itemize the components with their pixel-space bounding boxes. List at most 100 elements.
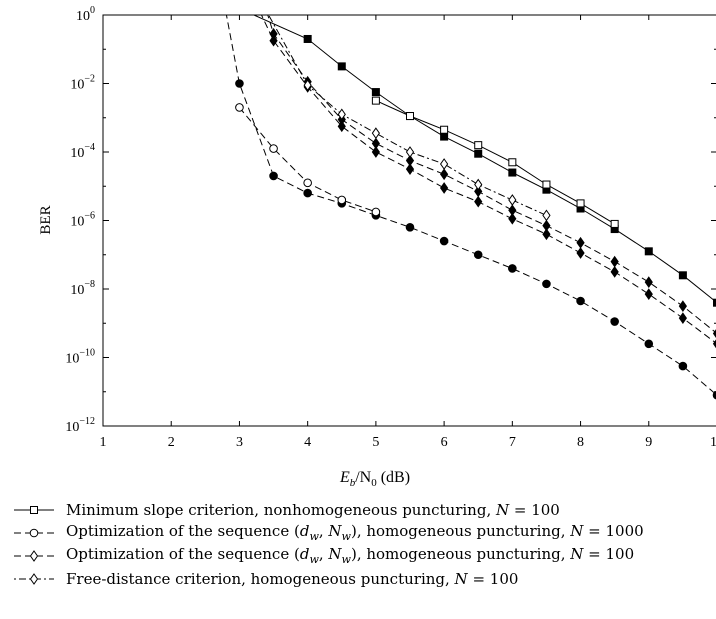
x-axis-label: Eb/N0 (dB) — [339, 469, 410, 489]
data-point-diamond — [371, 137, 380, 150]
data-point-diamond — [508, 194, 517, 206]
y-tick-label: 100 — [76, 5, 95, 24]
x-tick-label: 4 — [304, 435, 311, 450]
series-s2 — [225, 15, 716, 400]
series-group — [225, 15, 716, 400]
data-point-circle — [439, 236, 449, 246]
data-point-square — [371, 88, 380, 97]
data-point-square — [576, 199, 585, 208]
data-point-circle — [644, 339, 654, 349]
data-point-diamond — [474, 185, 483, 198]
legend-item-s1: Minimum slope criterion, nonhomogeneous … — [12, 498, 712, 521]
data-point-diamond — [712, 329, 716, 338]
legend-marker — [29, 528, 39, 537]
data-point-diamond — [542, 219, 551, 232]
x-tick-label: 3 — [236, 435, 243, 450]
data-point-diamond — [610, 255, 619, 268]
data-point-square — [440, 132, 449, 141]
legend-item-s3: Optimization of the sequence (dw, Nw), h… — [12, 544, 712, 567]
data-point-circle — [235, 79, 244, 88]
data-point-diamond — [576, 247, 585, 259]
data-point-circle — [610, 317, 619, 326]
data-point-square — [371, 96, 380, 105]
data-point-circle — [303, 178, 312, 188]
data-point-square — [474, 149, 483, 158]
legend-key-s3 — [14, 549, 54, 562]
y-tick-label: 10−10 — [65, 348, 95, 367]
y-tick-label: 10−8 — [70, 279, 95, 298]
data-point-diamond — [678, 300, 687, 312]
y-tick-label: 10−6 — [70, 211, 95, 230]
series-s3 — [260, 15, 716, 349]
data-point-square — [474, 141, 483, 150]
legend-marker — [29, 549, 39, 562]
data-point-diamond — [337, 120, 346, 133]
data-point-square — [508, 158, 517, 167]
data-point-square — [542, 180, 551, 189]
data-point-circle — [337, 195, 347, 205]
data-point-diamond — [576, 236, 585, 249]
legend-label: Optimization of the sequence (dw, Nw), h… — [66, 522, 644, 543]
data-point-diamond — [712, 339, 716, 349]
data-point-diamond — [542, 209, 551, 222]
data-point-square — [406, 112, 414, 121]
y-tick-label: 10−2 — [70, 74, 95, 93]
series-line — [225, 15, 716, 396]
data-point-circle — [269, 171, 278, 181]
data-point-circle — [678, 361, 688, 371]
x-tick-label: 2 — [168, 435, 175, 450]
data-point-square — [508, 168, 517, 177]
data-point-diamond — [474, 195, 483, 208]
data-point-circle — [508, 264, 517, 273]
y-tick-label: 10−4 — [70, 142, 95, 161]
legend-item-s4: Free-distance criterion, homogeneous pun… — [12, 567, 712, 590]
data-point-diamond — [644, 288, 653, 301]
data-point-square — [440, 125, 449, 134]
data-point-square — [303, 34, 312, 43]
data-point-circle — [371, 207, 381, 217]
x-tick-label: 9 — [645, 435, 652, 450]
data-point-circle — [405, 223, 415, 232]
data-point-circle — [269, 144, 278, 153]
series-s2b — [235, 103, 381, 217]
data-point-diamond — [542, 228, 551, 241]
ber-chart: 1 2 3 4 5 6 7 8 9 10 100 10−2 10−4 10−6 10−8 10−10 10−1… — [38, 5, 716, 489]
legend-key-s2 — [14, 528, 54, 537]
data-point-diamond — [269, 27, 278, 40]
data-point-diamond — [644, 276, 653, 289]
legend-label: Optimization of the sequence (dw, Nw), h… — [66, 545, 635, 566]
data-point-diamond — [474, 178, 483, 191]
x-tick-label: 10 — [710, 435, 716, 450]
x-tick-label: 1 — [100, 435, 107, 450]
data-point-circle — [576, 296, 585, 306]
legend-marker — [30, 505, 38, 514]
data-point-diamond — [508, 204, 517, 217]
plot-frame — [102, 14, 716, 427]
legend-label: Free-distance criterion, homogeneous pun… — [66, 569, 519, 588]
data-point-diamond — [440, 158, 449, 170]
data-point-circle — [542, 279, 551, 289]
data-point-square — [644, 247, 653, 256]
series-line — [375, 100, 615, 225]
y-axis-ticks: 100 10−2 10−4 10−6 10−8 10−10 10−12 — [65, 5, 716, 435]
x-tick-label: 8 — [577, 435, 584, 450]
series-line — [252, 15, 716, 303]
data-point-diamond — [269, 34, 278, 47]
x-tick-label: 7 — [509, 435, 516, 450]
data-point-circle — [712, 390, 716, 400]
legend: Minimum slope criterion, nonhomogeneous … — [12, 498, 712, 590]
series-s4 — [268, 15, 551, 222]
data-point-diamond — [610, 266, 619, 278]
x-tick-label: 5 — [372, 435, 379, 450]
y-tick-label: 10−12 — [65, 416, 95, 435]
data-point-square — [713, 298, 716, 307]
data-point-diamond — [678, 312, 687, 324]
data-point-diamond — [371, 127, 380, 140]
legend-key-s1 — [14, 505, 54, 514]
data-point-diamond — [440, 182, 449, 194]
data-point-square — [678, 271, 687, 280]
x-axis-ticks: 1 2 3 4 5 6 7 8 9 10 — [100, 15, 716, 450]
y-axis-label: BER — [38, 205, 54, 234]
series-s1b — [371, 96, 619, 228]
series-line — [268, 15, 547, 216]
